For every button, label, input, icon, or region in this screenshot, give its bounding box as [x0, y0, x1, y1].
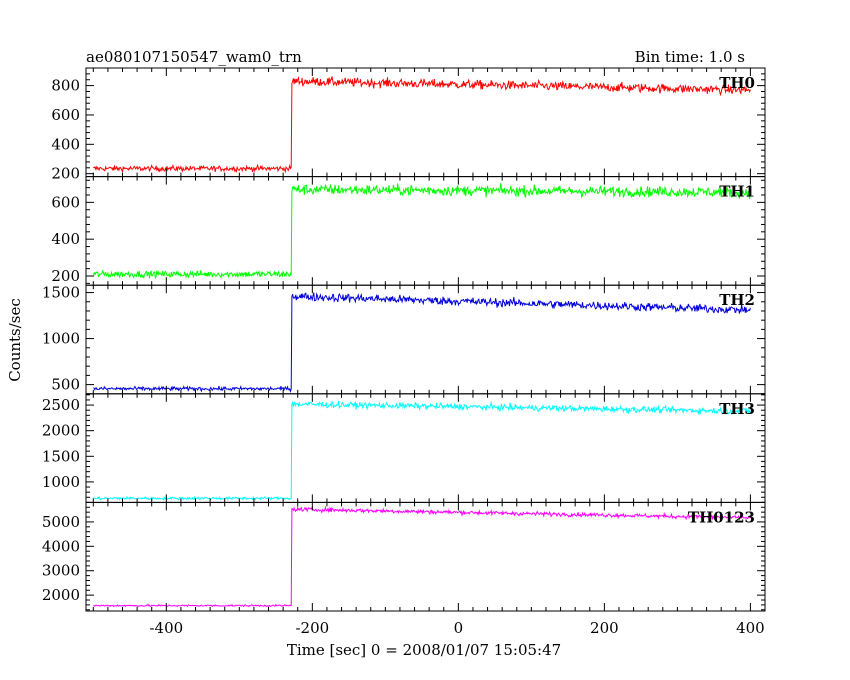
y-tick-label: 2000 [42, 586, 80, 604]
x-tick-label: -400 [149, 619, 183, 637]
series-line-th1 [92, 183, 751, 280]
x-tick-label: 0 [454, 619, 464, 637]
panel-label-th3: TH3 [719, 400, 755, 418]
y-tick-label: 1000 [42, 330, 80, 348]
y-tick-label: 600 [51, 193, 80, 211]
panel-label-th2: TH2 [719, 291, 755, 309]
y-tick-label: 1000 [42, 473, 80, 491]
panel-frame-th1 [85, 176, 766, 286]
y-tick-label: 3000 [42, 562, 80, 580]
panel-frame-th0123 [85, 501, 766, 612]
panel-frame-th3 [85, 393, 766, 503]
x-tick-label: 400 [736, 619, 765, 637]
y-tick-label: 400 [51, 135, 80, 153]
x-tick-label: -200 [295, 619, 329, 637]
y-tick-label: 2000 [42, 422, 80, 440]
panels-group: TH0 200 400 600 800 TH1 200 400 600 TH2 500 1000 150… [42, 67, 766, 637]
x-axis-label: Time [sec] 0 = 2008/01/07 15:05:47 [287, 641, 561, 659]
series-line-th2 [93, 292, 751, 393]
y-tick-label: 400 [51, 230, 80, 248]
chart-title: ae080107150547_wam0_trn [86, 48, 302, 66]
panel-label-th0: TH0 [719, 74, 755, 92]
y-tick-label: 600 [51, 106, 80, 124]
x-tick-label: 200 [590, 619, 619, 637]
y-axis-label: Counts/sec [6, 298, 24, 382]
panel-label-th1: TH1 [719, 183, 755, 201]
y-tick-label: 4000 [42, 537, 80, 555]
series-line-th0123 [93, 505, 751, 608]
panel-label-th0123: TH0123 [688, 508, 755, 526]
y-tick-label: 800 [51, 77, 80, 95]
y-tick-label: 500 [51, 376, 80, 394]
y-tick-label: 1500 [42, 447, 80, 465]
y-tick-label: 2500 [42, 396, 80, 414]
bin-time-label: Bin time: 1.0 s [635, 48, 745, 66]
y-tick-label: 200 [51, 267, 80, 285]
y-tick-label: 5000 [42, 513, 80, 531]
panel-frame-th2 [85, 284, 766, 395]
y-tick-label: 1500 [42, 284, 80, 302]
series-line-th0 [93, 76, 751, 174]
series-line-th3 [93, 400, 751, 501]
y-tick-label: 200 [51, 165, 80, 183]
